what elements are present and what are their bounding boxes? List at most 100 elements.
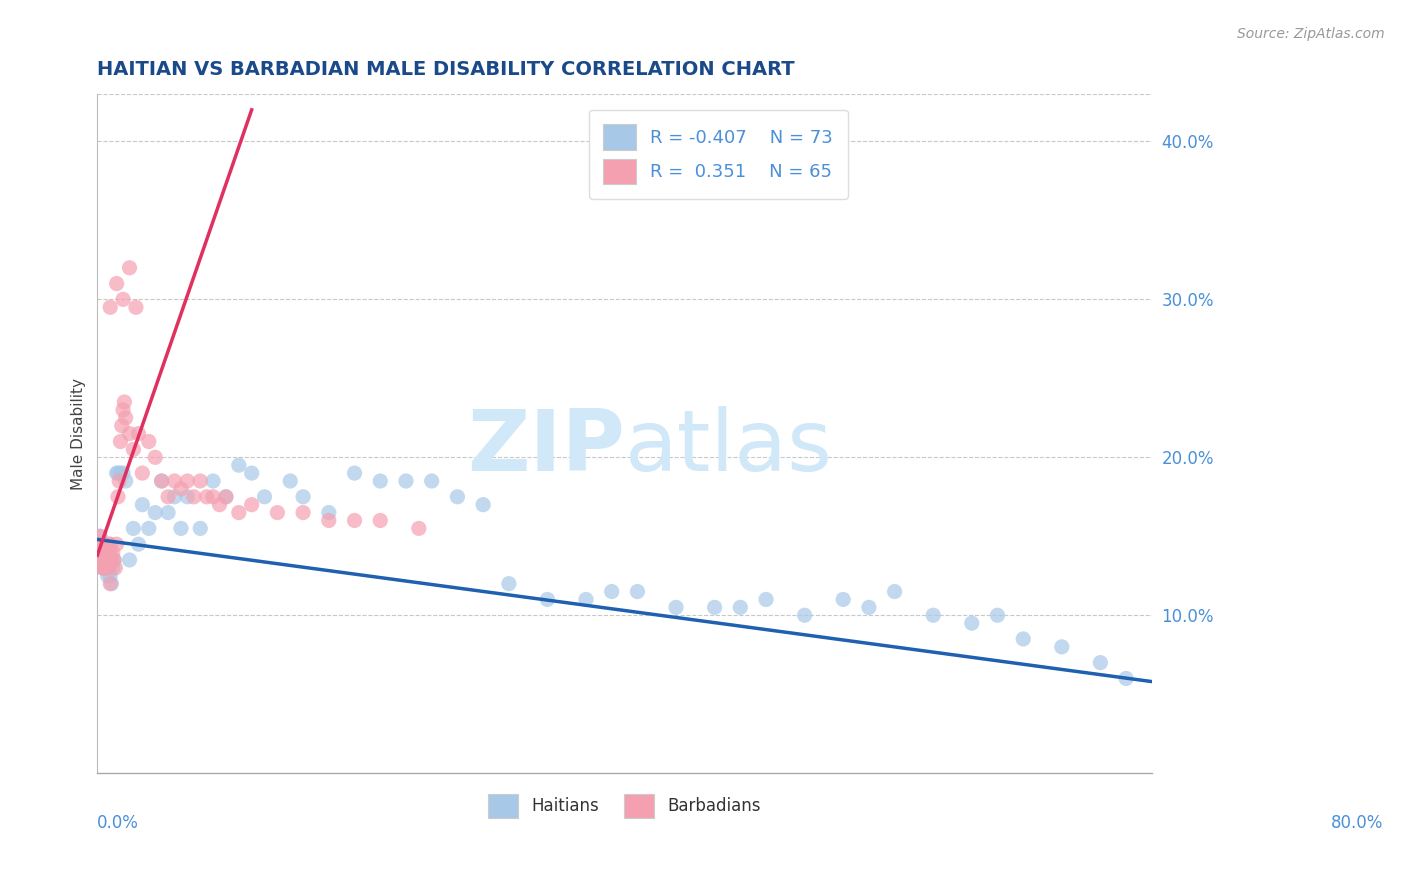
Point bbox=[1115, 672, 1137, 686]
Point bbox=[96, 553, 118, 567]
Point bbox=[98, 537, 121, 551]
Point bbox=[1050, 640, 1073, 654]
Point bbox=[1090, 656, 1112, 670]
Point bbox=[104, 561, 127, 575]
Point bbox=[131, 498, 153, 512]
Point bbox=[318, 506, 340, 520]
Point bbox=[118, 553, 141, 567]
Point bbox=[703, 600, 725, 615]
Point bbox=[408, 521, 430, 535]
Point bbox=[90, 553, 112, 567]
Point bbox=[202, 490, 225, 504]
Point bbox=[858, 600, 880, 615]
Point bbox=[960, 616, 983, 631]
Point bbox=[188, 474, 211, 488]
Point bbox=[87, 553, 110, 567]
Point bbox=[112, 293, 135, 307]
Point bbox=[240, 498, 263, 512]
Point bbox=[94, 561, 117, 575]
Point bbox=[91, 561, 114, 575]
Point bbox=[626, 584, 648, 599]
Point bbox=[832, 592, 855, 607]
Point bbox=[202, 474, 225, 488]
Point bbox=[420, 474, 443, 488]
Point bbox=[922, 608, 945, 623]
Point bbox=[150, 474, 173, 488]
Point bbox=[498, 576, 520, 591]
Point bbox=[89, 529, 111, 543]
Point bbox=[97, 537, 120, 551]
Point bbox=[105, 537, 128, 551]
Point bbox=[94, 545, 117, 559]
Point bbox=[114, 410, 136, 425]
Point bbox=[128, 537, 150, 551]
Point bbox=[100, 576, 122, 591]
Point bbox=[170, 482, 193, 496]
Point bbox=[100, 553, 122, 567]
Point bbox=[195, 490, 218, 504]
Point bbox=[343, 466, 366, 480]
Point bbox=[90, 537, 112, 551]
Point bbox=[1012, 632, 1035, 646]
Point bbox=[89, 545, 111, 559]
Point bbox=[793, 608, 815, 623]
Point bbox=[93, 537, 115, 551]
Point bbox=[98, 553, 121, 567]
Point bbox=[97, 553, 120, 567]
Point bbox=[343, 514, 366, 528]
Point bbox=[98, 300, 121, 314]
Point bbox=[143, 450, 166, 465]
Point bbox=[105, 277, 128, 291]
Point bbox=[292, 490, 315, 504]
Point bbox=[101, 561, 124, 575]
Point bbox=[472, 498, 495, 512]
Point bbox=[97, 561, 120, 575]
Text: 0.0%: 0.0% bbox=[97, 814, 139, 832]
Point bbox=[94, 561, 117, 575]
Point bbox=[138, 434, 160, 449]
Point bbox=[170, 521, 193, 535]
Point bbox=[292, 506, 315, 520]
Point bbox=[143, 506, 166, 520]
Point bbox=[90, 553, 112, 567]
Point bbox=[93, 561, 115, 575]
Point bbox=[755, 592, 778, 607]
Point bbox=[188, 521, 211, 535]
Point bbox=[97, 545, 120, 559]
Point bbox=[93, 553, 115, 567]
Point bbox=[93, 553, 115, 567]
Point bbox=[183, 490, 205, 504]
Point bbox=[111, 418, 134, 433]
Point bbox=[368, 474, 391, 488]
Point bbox=[96, 553, 118, 567]
Point bbox=[266, 506, 288, 520]
Legend: Haitians, Barbadians: Haitians, Barbadians bbox=[479, 786, 769, 826]
Point bbox=[122, 521, 145, 535]
Point bbox=[163, 474, 186, 488]
Point bbox=[87, 545, 110, 559]
Point bbox=[240, 466, 263, 480]
Point bbox=[368, 514, 391, 528]
Point bbox=[176, 490, 198, 504]
Point bbox=[98, 545, 121, 559]
Text: ZIP: ZIP bbox=[467, 406, 624, 489]
Point bbox=[112, 395, 135, 409]
Point bbox=[87, 545, 110, 559]
Point bbox=[110, 434, 132, 449]
Point bbox=[883, 584, 905, 599]
Point bbox=[118, 426, 141, 441]
Point bbox=[87, 537, 110, 551]
Point bbox=[101, 545, 124, 559]
Point bbox=[176, 474, 198, 488]
Y-axis label: Male Disability: Male Disability bbox=[72, 377, 86, 490]
Point bbox=[150, 474, 173, 488]
Point bbox=[96, 561, 118, 575]
Point bbox=[94, 545, 117, 559]
Point bbox=[665, 600, 688, 615]
Text: Source: ZipAtlas.com: Source: ZipAtlas.com bbox=[1237, 27, 1385, 41]
Point bbox=[157, 490, 180, 504]
Point bbox=[91, 561, 114, 575]
Text: 80.0%: 80.0% bbox=[1331, 814, 1384, 832]
Point bbox=[446, 490, 468, 504]
Point bbox=[91, 545, 114, 559]
